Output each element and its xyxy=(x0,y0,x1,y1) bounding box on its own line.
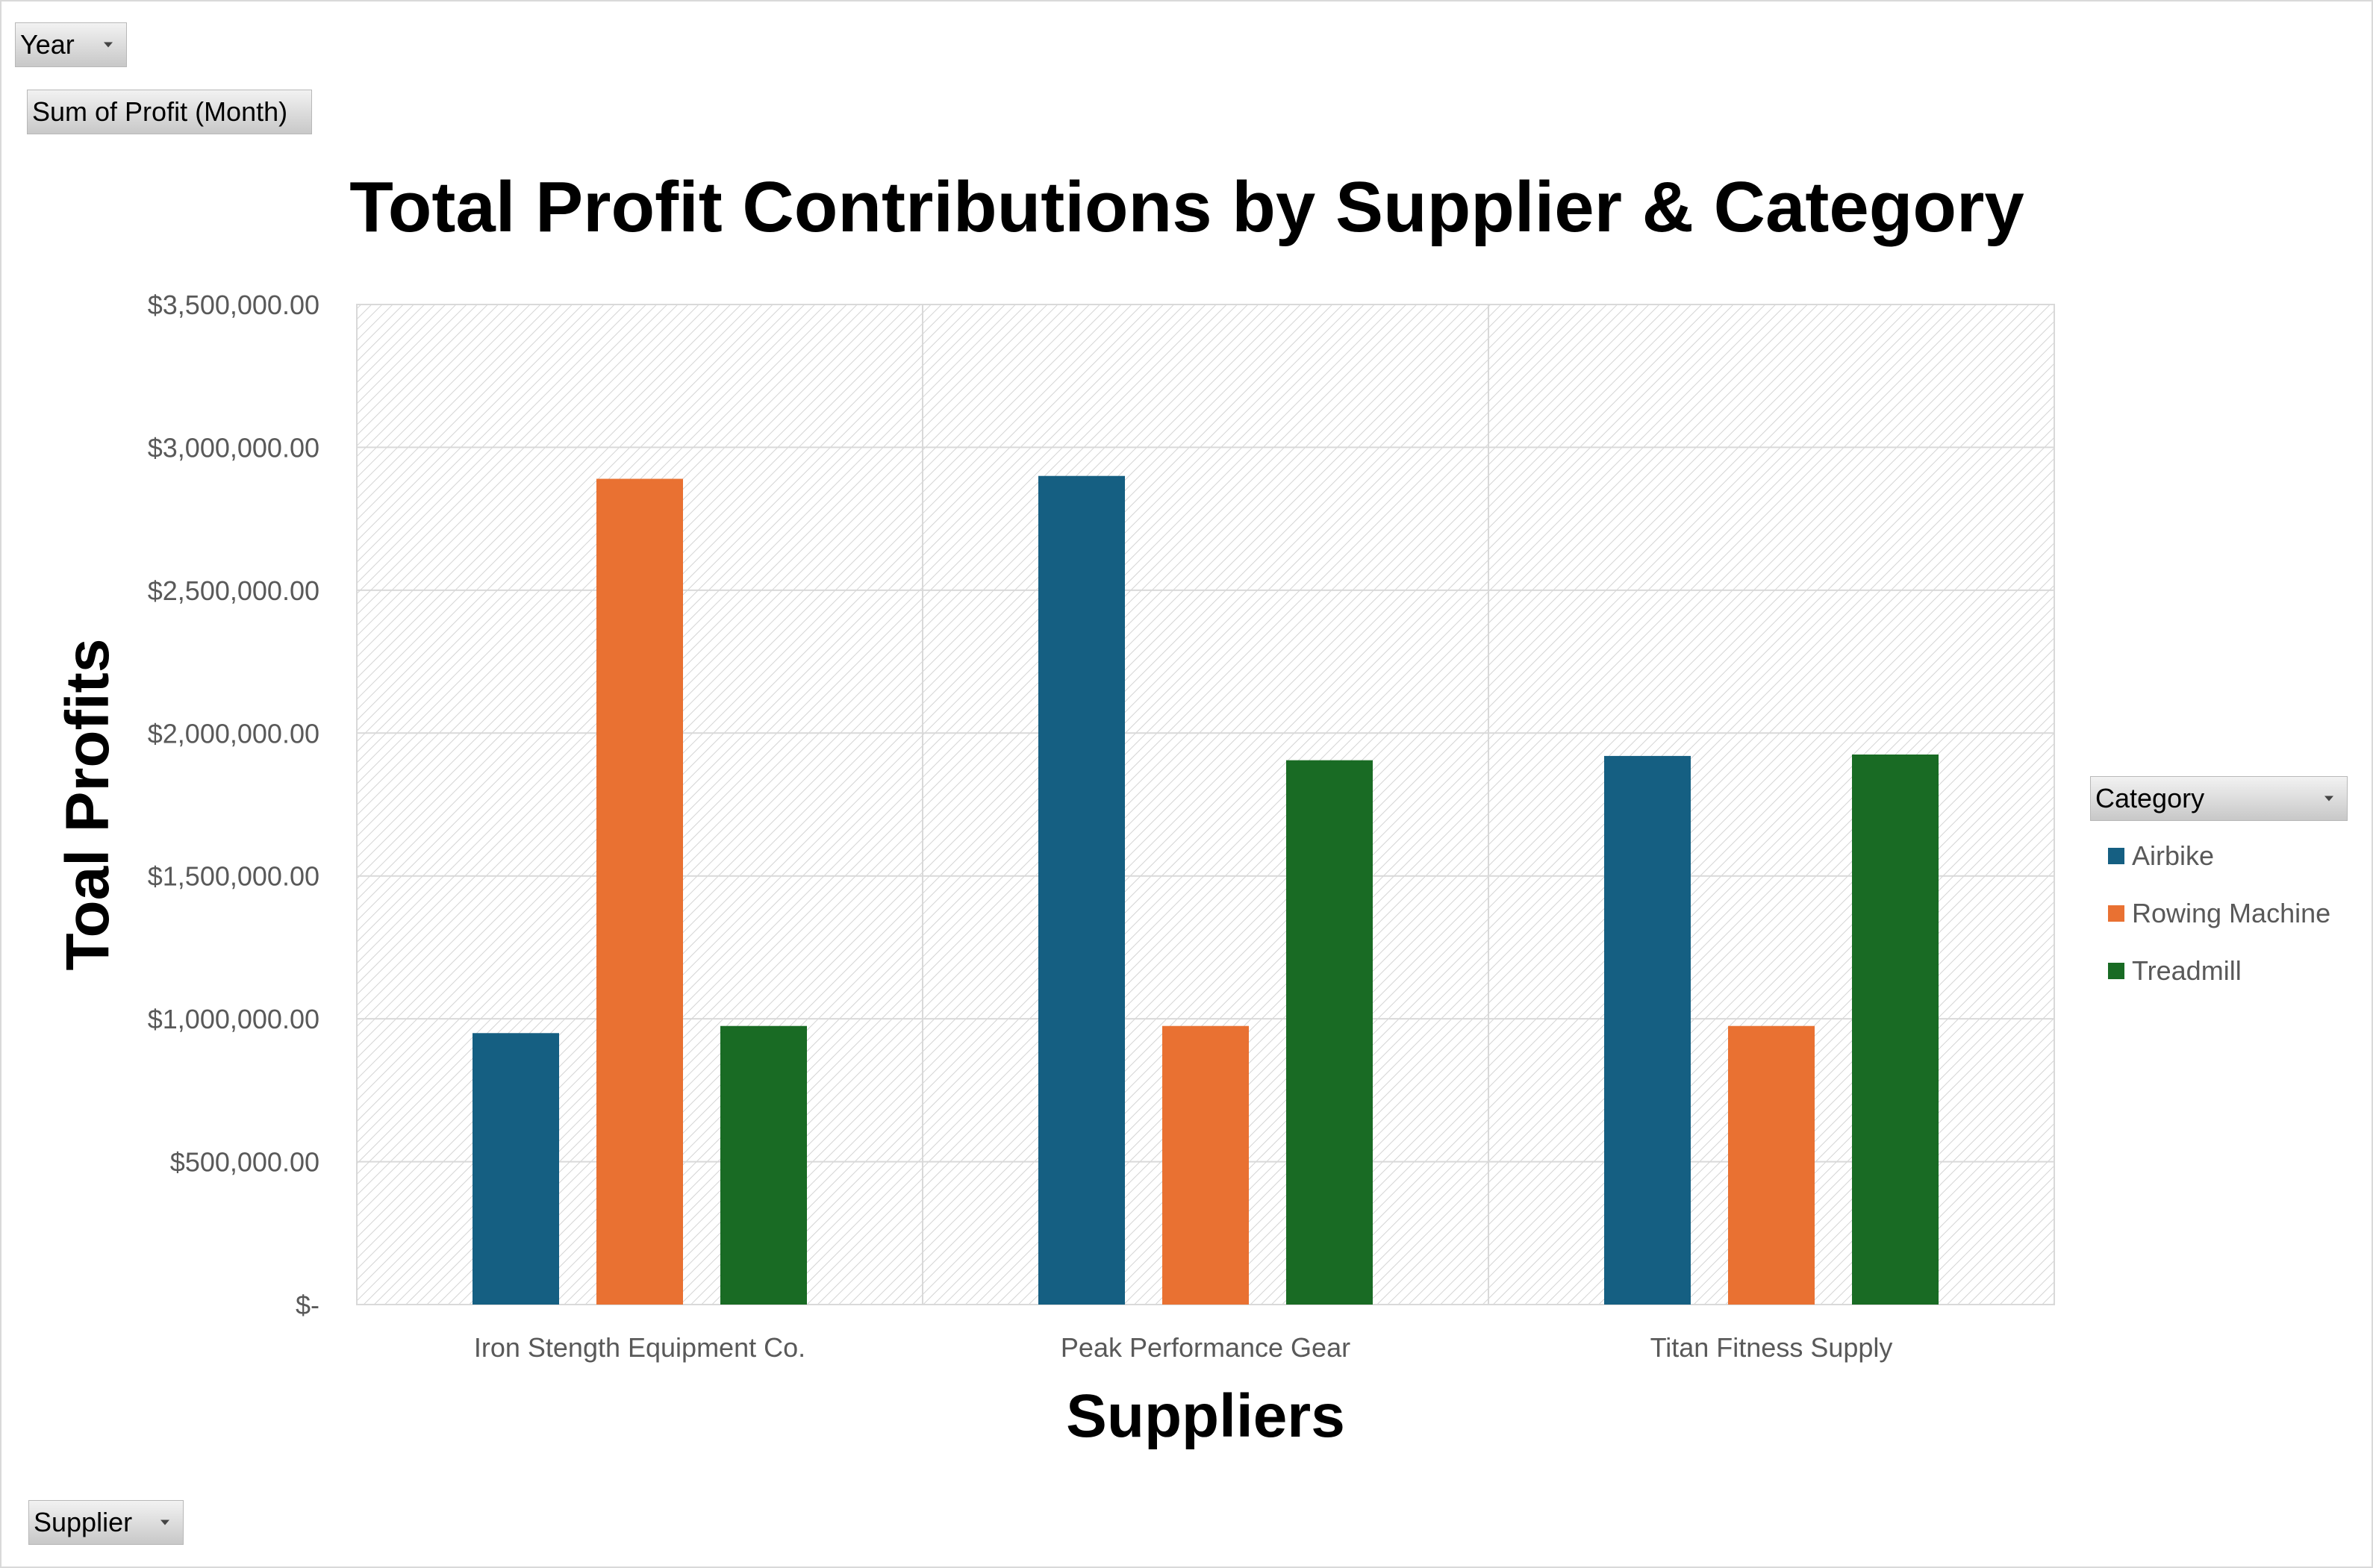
bar-treadmill[interactable] xyxy=(720,1025,807,1305)
supplier-filter-label: Supplier xyxy=(34,1507,133,1537)
y-tick-label: $- xyxy=(296,1290,319,1320)
year-filter-label: Year xyxy=(20,29,75,60)
y-axis-title: Toal Profits xyxy=(54,639,122,971)
y-tick-label: $3,500,000.00 xyxy=(148,290,319,320)
legend-label: Rowing Machine xyxy=(2132,897,2331,928)
legend-item-treadmill[interactable]: Treadmill xyxy=(2090,942,2351,999)
bar-airbike[interactable] xyxy=(1038,475,1125,1305)
chevron-down-icon xyxy=(2324,796,2333,802)
legend-label: Treadmill xyxy=(2132,955,2242,986)
bar-rowing-machine[interactable] xyxy=(596,478,683,1305)
bar-treadmill[interactable] xyxy=(1286,760,1373,1305)
chart-title: Total Profit Contributions by Supplier &… xyxy=(349,167,2024,247)
x-tick-label: Peak Performance Gear xyxy=(1061,1332,1350,1363)
x-axis-tick-labels: Iron Stength Equipment Co. Peak Performan… xyxy=(474,1332,1893,1363)
bars xyxy=(473,475,1939,1305)
x-tick-label: Iron Stength Equipment Co. xyxy=(474,1332,805,1363)
x-axis-title: Suppliers xyxy=(1066,1382,1345,1450)
legend: Category Airbike Rowing Machine Treadmill xyxy=(2090,776,2351,999)
bar-treadmill[interactable] xyxy=(1852,755,1939,1305)
y-tick-label: $500,000.00 xyxy=(170,1147,319,1178)
bar-rowing-machine[interactable] xyxy=(1728,1025,1815,1305)
chevron-down-icon xyxy=(104,42,113,48)
category-filter-button[interactable]: Category xyxy=(2090,776,2348,821)
category-filter-label: Category xyxy=(2095,783,2205,813)
bar-rowing-machine[interactable] xyxy=(1162,1025,1249,1305)
legend-swatch xyxy=(2108,905,2124,922)
legend-swatch xyxy=(2108,847,2124,864)
legend-items: Airbike Rowing Machine Treadmill xyxy=(2090,827,2351,999)
legend-item-airbike[interactable]: Airbike xyxy=(2090,827,2351,884)
y-tick-label: $2,000,000.00 xyxy=(148,718,319,749)
chevron-down-icon xyxy=(160,1519,169,1525)
bar-airbike[interactable] xyxy=(473,1033,559,1305)
y-axis-tick-labels: $- $500,000.00 $1,000,000.00 $1,500,000.00 $… xyxy=(148,290,319,1320)
bar-airbike[interactable] xyxy=(1604,755,1691,1305)
sum-of-profit-label: Sum of Profit (Month) xyxy=(32,96,288,127)
legend-swatch xyxy=(2108,962,2124,979)
legend-label: Airbike xyxy=(2132,840,2215,871)
y-tick-label: $1,500,000.00 xyxy=(148,861,319,892)
sum-of-profit-field-button[interactable]: Sum of Profit (Month) xyxy=(27,90,312,134)
legend-item-rowing-machine[interactable]: Rowing Machine xyxy=(2090,884,2351,942)
y-tick-label: $1,000,000.00 xyxy=(148,1004,319,1034)
x-tick-label: Titan Fitness Supply xyxy=(1650,1332,1893,1363)
y-tick-label: $3,000,000.00 xyxy=(148,432,319,463)
y-tick-label: $2,500,000.00 xyxy=(148,575,319,606)
year-filter-button[interactable]: Year xyxy=(15,22,127,67)
supplier-filter-button[interactable]: Supplier xyxy=(28,1500,184,1545)
